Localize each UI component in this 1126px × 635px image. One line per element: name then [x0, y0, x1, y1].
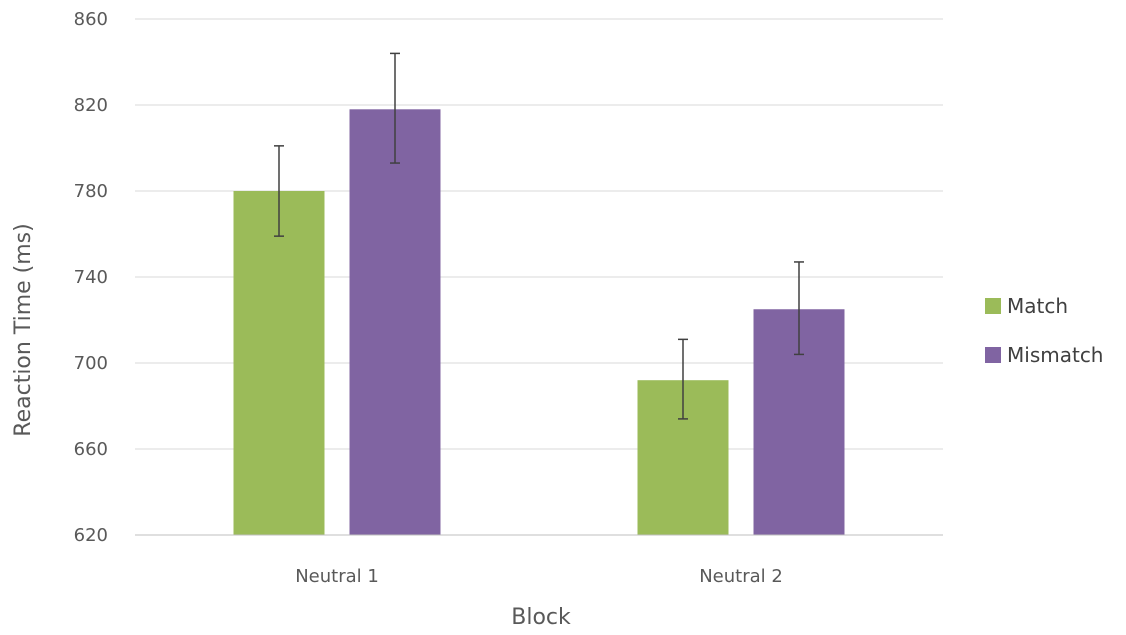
- y-tick-label-780: 780: [74, 181, 108, 202]
- y-tick-label-820: 820: [74, 95, 108, 116]
- y-tick-labels: 620 660 700 740 780 820 860: [74, 9, 108, 546]
- error-bars: [274, 52, 804, 420]
- legend-swatch-mismatch: [985, 347, 1001, 363]
- y-tick-label-660: 660: [74, 439, 108, 460]
- bar-match-neutral-1: [233, 191, 325, 535]
- bars: [233, 109, 845, 536]
- y-axis-title: Reaction Time (ms): [11, 223, 36, 436]
- y-tick-label-700: 700: [74, 353, 108, 374]
- x-tick-labels: Neutral 1 Neutral 2: [295, 566, 783, 587]
- legend-label-mismatch: Mismatch: [1007, 343, 1103, 367]
- legend: Match Mismatch: [985, 294, 1103, 367]
- legend-label-match: Match: [1007, 294, 1068, 318]
- y-tick-label-620: 620: [74, 525, 108, 546]
- x-axis-title: Block: [511, 605, 571, 630]
- x-tick-label-neutral-2: Neutral 2: [699, 566, 783, 587]
- y-tick-label-740: 740: [74, 267, 108, 288]
- error-bar-match-neutral-1: [274, 145, 284, 237]
- legend-swatch-match: [985, 298, 1001, 314]
- y-tick-label-860: 860: [74, 9, 108, 30]
- error-bar-mismatch-neutral-2: [794, 261, 804, 356]
- bar-mismatch-neutral-1: [349, 109, 441, 536]
- error-bar-match-neutral-2: [678, 338, 688, 420]
- x-tick-label-neutral-1: Neutral 1: [295, 566, 379, 587]
- error-bar-mismatch-neutral-1: [390, 52, 400, 164]
